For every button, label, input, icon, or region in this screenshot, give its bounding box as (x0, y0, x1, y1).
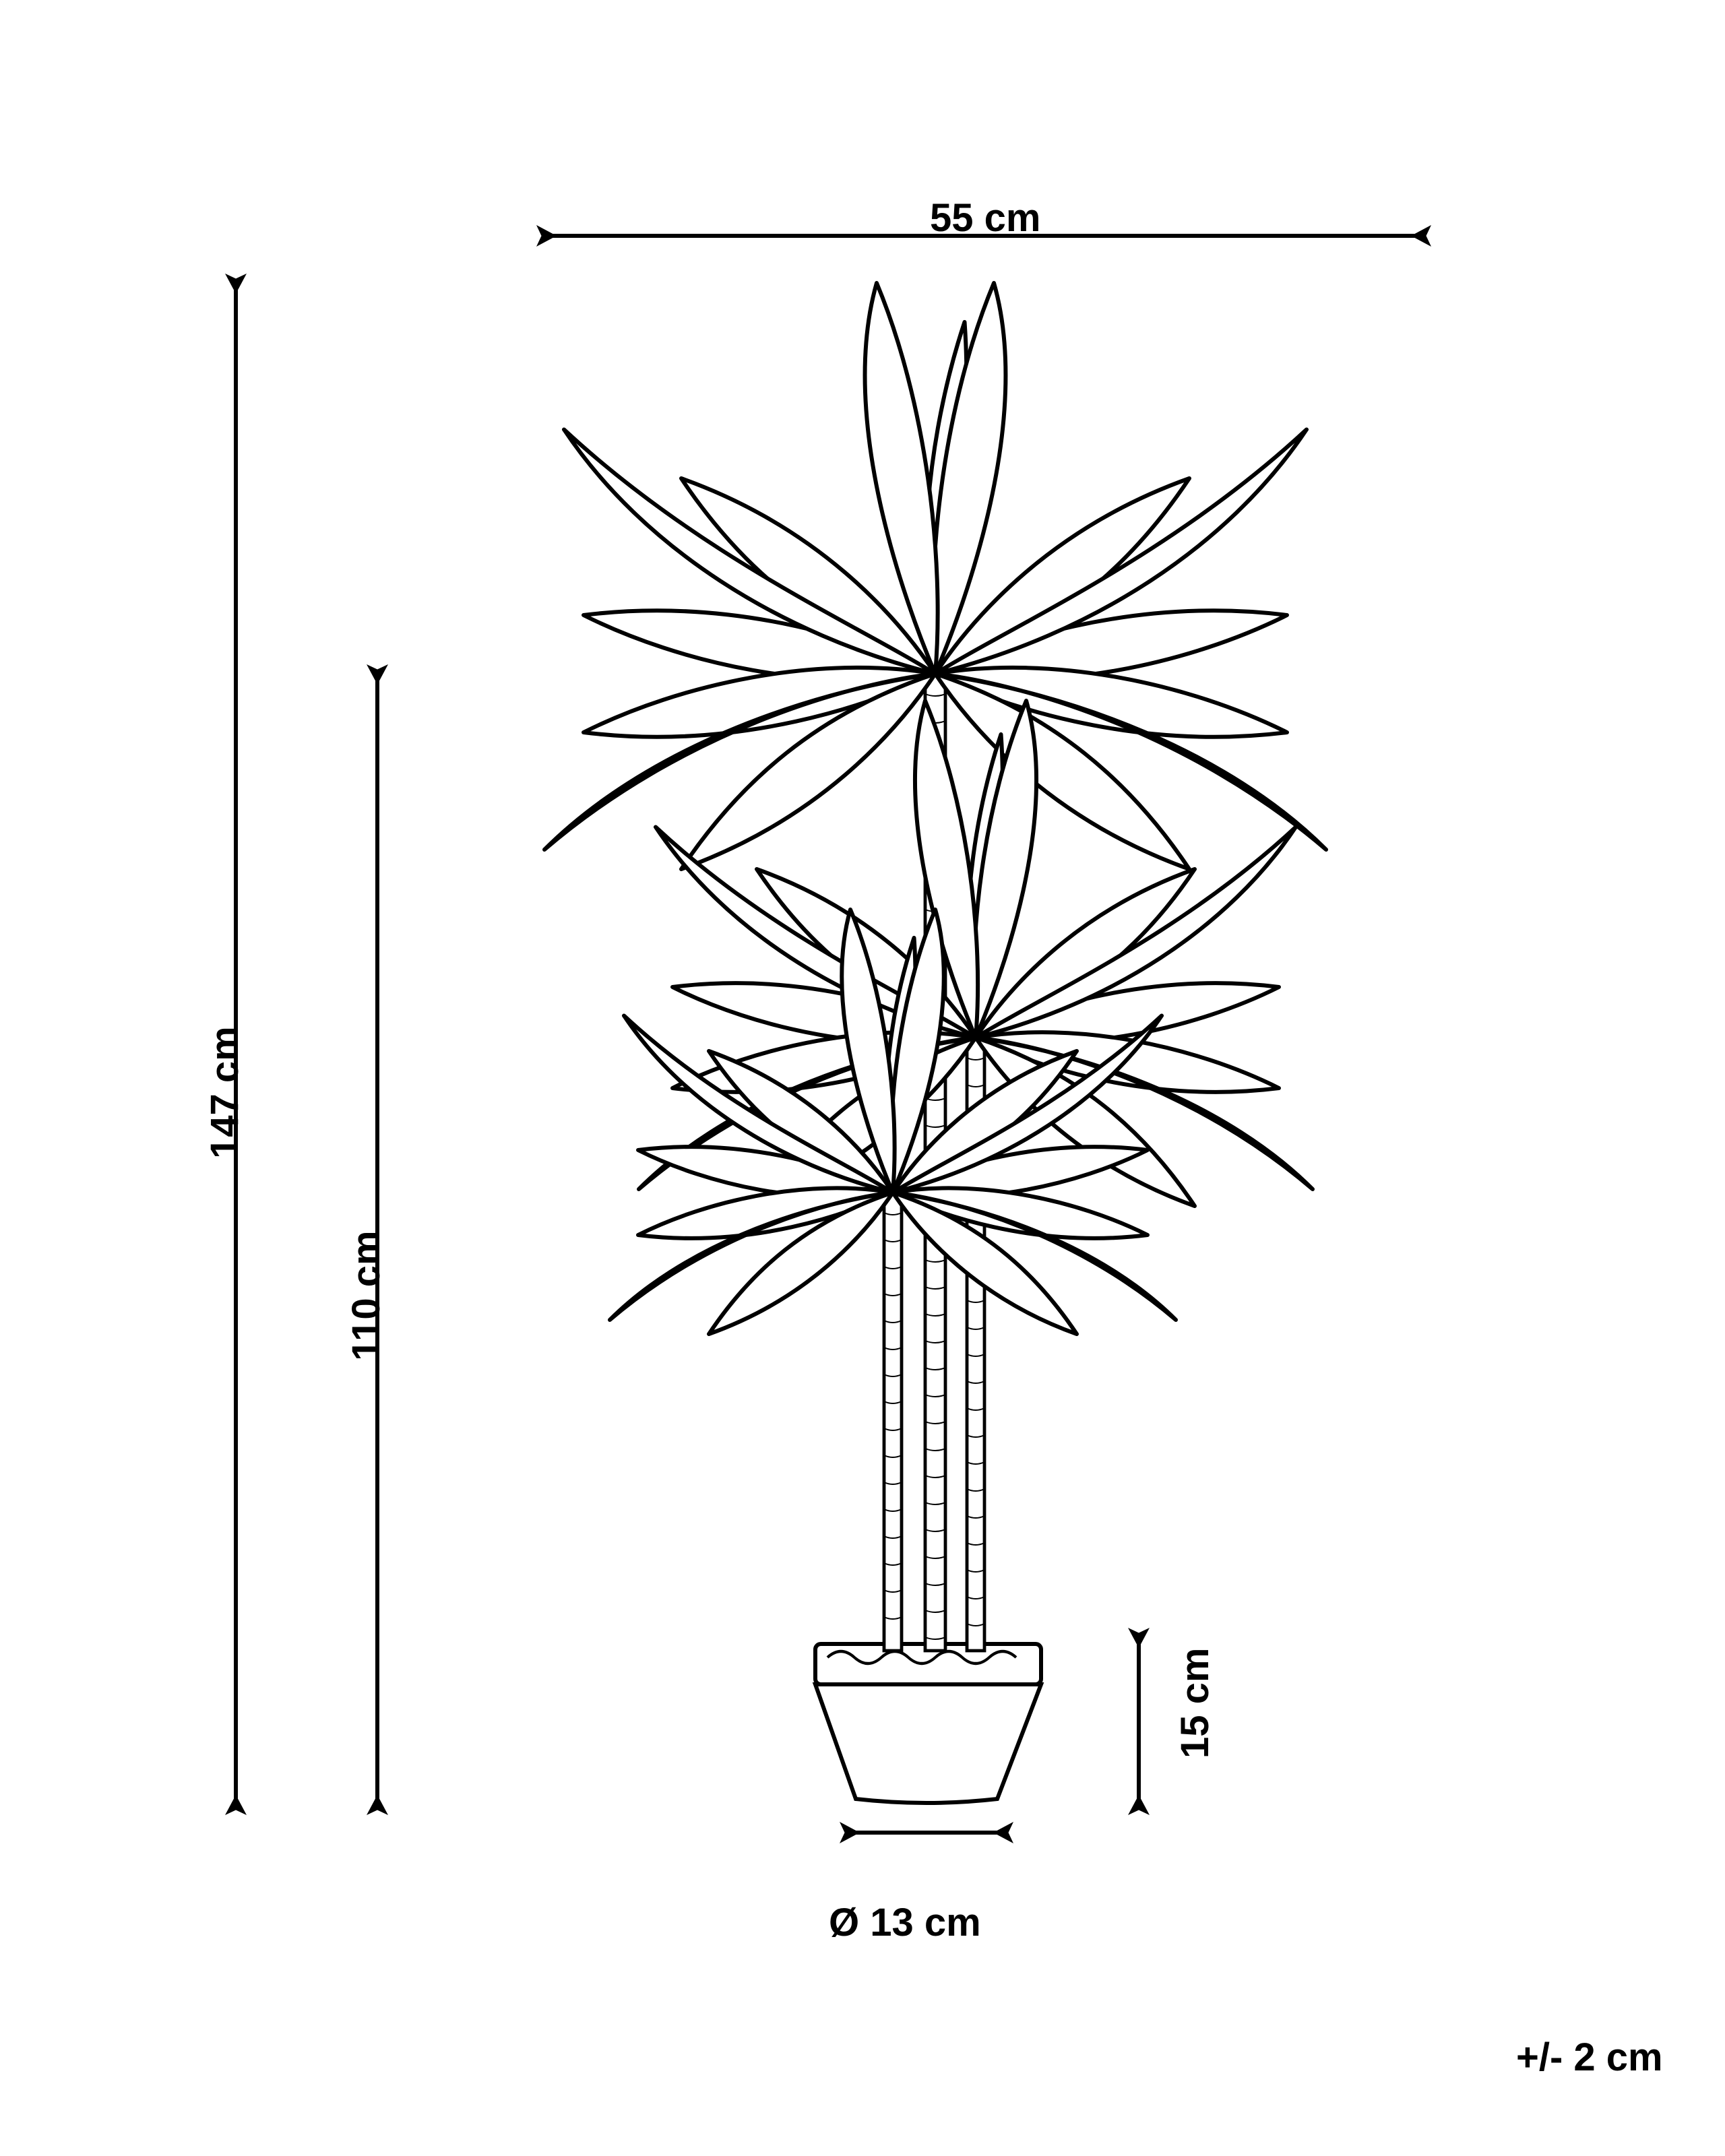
dimension-label-width: 55 cm (930, 195, 1040, 241)
dimension-label-pot-diameter: Ø 13 cm (829, 1900, 981, 1945)
dimension-label-height-mid: 110 cm (344, 1230, 389, 1361)
dimension-label-height-full: 147 cm (202, 1026, 247, 1159)
tolerance-label: +/- 2 cm (1516, 2035, 1663, 2080)
diagram-svg (0, 0, 1725, 2156)
dimension-label-pot-height: 15 cm (1172, 1648, 1218, 1758)
dimension-diagram: 55 cm 147 cm 110 cm 15 cm Ø 13 cm +/- 2 … (0, 0, 1725, 2156)
plant-illustration (544, 283, 1326, 1803)
